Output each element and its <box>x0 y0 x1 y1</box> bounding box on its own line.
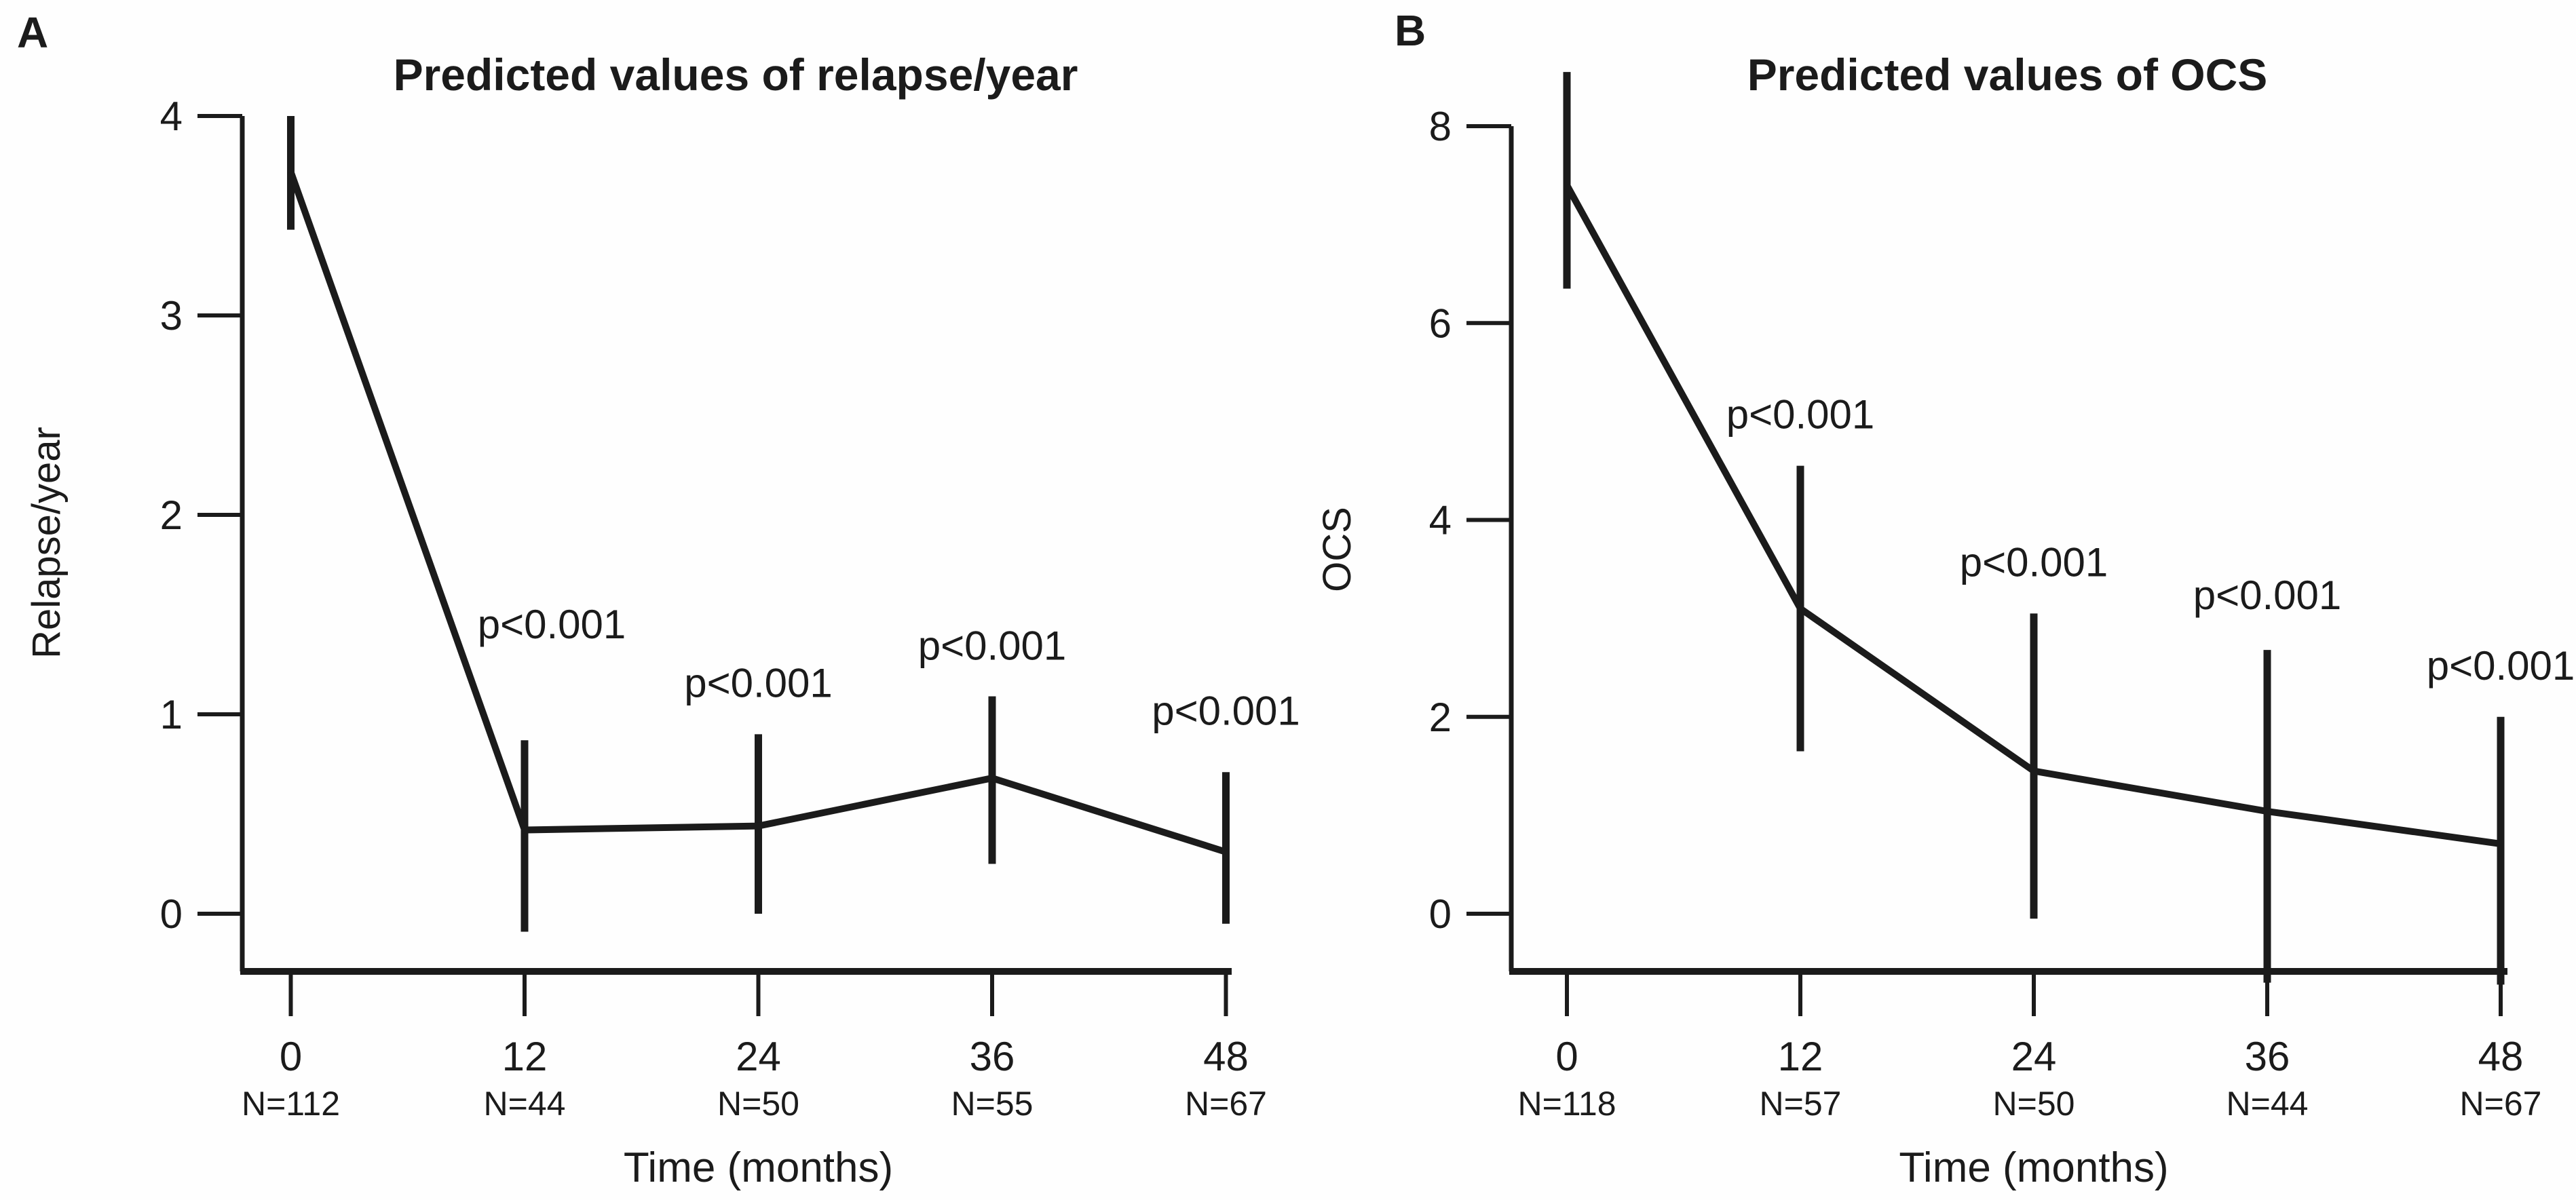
x-tick-label: 12 <box>502 1034 548 1079</box>
y-tick-label: 4 <box>1429 498 1452 543</box>
x-axis-title: Time (months) <box>624 1144 893 1191</box>
n-count-label: N=57 <box>1760 1085 1842 1123</box>
y-axis-title: Relapse/year <box>24 427 69 659</box>
y-tick-label: 1 <box>160 692 183 737</box>
n-count-label: N=50 <box>717 1085 799 1123</box>
x-tick-label: 12 <box>1778 1034 1823 1079</box>
x-tick-label: 36 <box>2245 1034 2290 1079</box>
panel-letter: A <box>17 8 48 57</box>
chart-title: Predicted values of relapse/year <box>394 50 1078 100</box>
x-axis-title: Time (months) <box>1899 1144 2168 1191</box>
n-count-label: N=112 <box>242 1085 340 1123</box>
x-tick-label: 0 <box>280 1034 302 1079</box>
n-count-label: N=67 <box>1185 1085 1267 1123</box>
y-tick-label: 3 <box>160 293 183 338</box>
y-tick-label: 2 <box>160 492 183 538</box>
n-count-label: N=44 <box>484 1085 566 1123</box>
y-tick-label: 6 <box>1429 301 1452 346</box>
chart-title: Predicted values of OCS <box>1747 50 2268 100</box>
panel-letter: B <box>1395 6 1426 55</box>
x-tick-label: 0 <box>1555 1034 1578 1079</box>
x-tick-label: 24 <box>2011 1034 2057 1079</box>
x-tick-label: 48 <box>1203 1034 1249 1079</box>
p-value-label: p<0.001 <box>1152 688 1300 733</box>
p-value-label: p<0.001 <box>918 623 1067 669</box>
p-value-label: p<0.001 <box>1726 392 1875 438</box>
y-tick-label: 2 <box>1429 695 1452 740</box>
p-value-label: p<0.001 <box>1960 539 2108 585</box>
y-tick-label: 4 <box>160 94 183 139</box>
data-line <box>1564 183 2501 847</box>
x-tick-label: 48 <box>2478 1034 2524 1079</box>
x-tick-label: 36 <box>970 1034 1015 1079</box>
y-axis-title: OCS <box>1315 507 1359 592</box>
p-value-label: p<0.001 <box>2427 643 2575 689</box>
n-count-label: N=118 <box>1517 1085 1616 1123</box>
n-count-label: N=67 <box>2460 1085 2542 1123</box>
x-tick-label: 24 <box>736 1034 781 1079</box>
y-tick-label: 0 <box>160 891 183 937</box>
p-value-label: p<0.001 <box>478 602 626 647</box>
p-value-label: p<0.001 <box>684 660 833 705</box>
data-line <box>287 170 1228 855</box>
p-value-label: p<0.001 <box>2193 573 2342 618</box>
n-count-label: N=50 <box>1993 1085 2075 1123</box>
n-count-label: N=44 <box>2227 1085 2309 1123</box>
n-count-label: N=55 <box>951 1085 1034 1123</box>
y-tick-label: 0 <box>1429 891 1452 937</box>
y-tick-label: 8 <box>1429 104 1452 149</box>
